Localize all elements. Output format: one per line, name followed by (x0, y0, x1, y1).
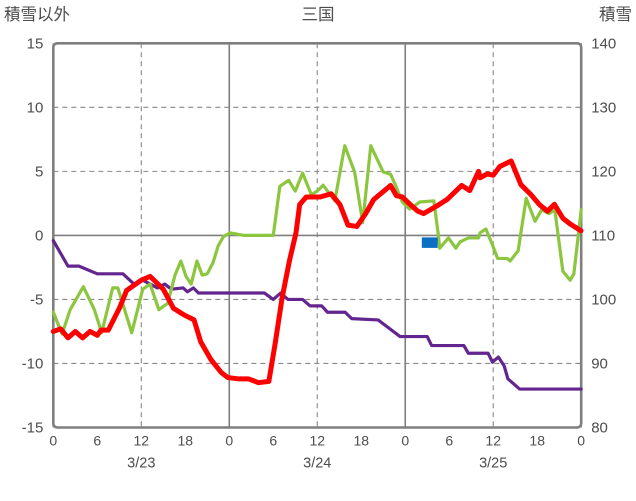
svg-text:0: 0 (49, 433, 57, 449)
svg-text:5: 5 (35, 163, 43, 180)
svg-text:18: 18 (529, 433, 545, 449)
svg-text:90: 90 (591, 355, 608, 372)
svg-text:120: 120 (591, 163, 616, 180)
svg-text:3/24: 3/24 (303, 456, 331, 472)
svg-text:110: 110 (591, 227, 615, 244)
svg-text:12: 12 (309, 433, 325, 449)
svg-text:0: 0 (577, 433, 585, 449)
svg-text:0: 0 (401, 433, 409, 449)
svg-text:6: 6 (93, 433, 101, 449)
svg-text:10: 10 (27, 99, 44, 116)
svg-text:6: 6 (445, 433, 453, 449)
svg-text:18: 18 (177, 433, 193, 449)
svg-text:12: 12 (485, 433, 501, 449)
svg-text:三国: 三国 (302, 6, 335, 24)
svg-text:-5: -5 (30, 291, 43, 308)
svg-text:140: 140 (591, 35, 616, 52)
svg-text:3/25: 3/25 (479, 456, 507, 472)
svg-text:12: 12 (133, 433, 149, 449)
svg-text:0: 0 (225, 433, 233, 449)
svg-text:15: 15 (27, 35, 44, 52)
svg-text:6: 6 (269, 433, 277, 449)
svg-text:積雪: 積雪 (599, 5, 632, 24)
svg-text:-10: -10 (22, 355, 44, 372)
svg-text:130: 130 (591, 99, 616, 116)
svg-text:0: 0 (35, 227, 43, 244)
svg-text:80: 80 (591, 420, 608, 437)
svg-text:18: 18 (353, 433, 369, 449)
svg-text:3/23: 3/23 (127, 456, 155, 472)
svg-text:積雪以外: 積雪以外 (4, 5, 70, 24)
svg-text:-15: -15 (22, 420, 44, 437)
svg-text:100: 100 (591, 291, 616, 308)
